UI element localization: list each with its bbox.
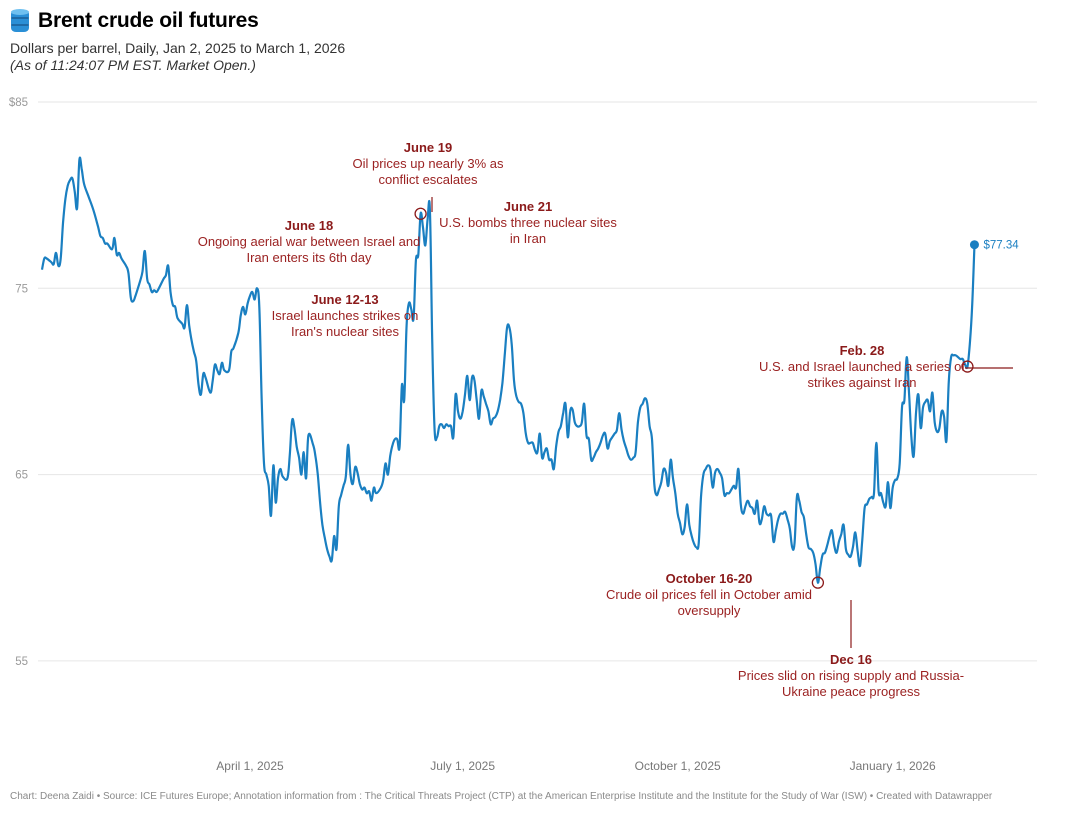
end-value-label: $77.34 xyxy=(983,240,1019,252)
annotation-marker xyxy=(414,207,427,220)
annotation-text: oversupply xyxy=(678,603,741,618)
x-axis-ticks: April 1, 2025 July 1, 2025 October 1, 2025… xyxy=(216,759,936,773)
annotation-text: U.S. bombs three nuclear sites xyxy=(439,215,617,230)
annotation-title: June 19 xyxy=(404,140,452,155)
annotation-title: Feb. 28 xyxy=(840,343,885,358)
annotation-text: U.S. and Israel launched a series of xyxy=(759,359,965,374)
annotation-text: Prices slid on rising supply and Russia- xyxy=(738,668,964,683)
annotation-june-21: June 21U.S. bombs three nuclear sitesin … xyxy=(439,199,617,246)
annotation-title: Dec 16 xyxy=(830,652,872,667)
annotation-text: Ukraine peace progress xyxy=(782,684,921,699)
annotation-title: June 21 xyxy=(504,199,552,214)
annotation-text: Ongoing aerial war between Israel and xyxy=(198,234,421,249)
annotation-marker xyxy=(961,360,974,373)
x-tick-label: July 1, 2025 xyxy=(430,759,495,773)
chart-title: Brent crude oil futures xyxy=(38,9,259,32)
y-tick-label: 55 xyxy=(15,656,28,668)
price-line xyxy=(40,156,976,584)
chart-header: Brent crude oil futures Dollars per barr… xyxy=(10,6,345,74)
grid-layer: $85 75 65 55 xyxy=(9,97,1037,668)
annotation-text: in Iran xyxy=(510,231,546,246)
title-row: Brent crude oil futures xyxy=(10,6,345,36)
x-tick-label: January 1, 2026 xyxy=(850,759,936,773)
annotation-text: Israel launches strikes on xyxy=(272,308,419,323)
oil-barrel-icon xyxy=(11,9,29,32)
annotation-title: June 12-13 xyxy=(311,292,378,307)
annotation-text: Iran's nuclear sites xyxy=(291,324,399,339)
y-tick-label: 75 xyxy=(15,283,28,295)
annotation-text: strikes against Iran xyxy=(807,375,916,390)
x-tick-label: October 1, 2025 xyxy=(635,759,721,773)
annotation-text: Oil prices up nearly 3% as xyxy=(352,156,504,171)
annotation-feb-28: Feb. 28U.S. and Israel launched a series… xyxy=(759,343,1013,390)
annotation-text: Crude oil prices fell in October amid xyxy=(606,587,812,602)
x-tick-label: April 1, 2025 xyxy=(216,759,284,773)
annotation-title: October 16-20 xyxy=(666,571,753,586)
chart-subtitle: Dollars per barrel, Daily, Jan 2, 2025 t… xyxy=(10,40,346,56)
y-tick-label: 65 xyxy=(15,470,28,482)
annotation-text: Iran enters its 6th day xyxy=(246,250,372,265)
annotation-title: June 18 xyxy=(285,218,333,233)
line-layer: $77.34 xyxy=(40,156,1019,584)
annotation-marker xyxy=(811,576,825,589)
line-chart: $85 75 65 55 April 1, 2025 July 1, 2025 Octob… xyxy=(9,97,1037,773)
end-point-marker xyxy=(969,240,979,250)
chart-footer: Chart: Deena Zaidi • Source: ICE Futures… xyxy=(10,791,993,802)
y-tick-label: $85 xyxy=(9,97,28,109)
chart-note: (As of 11:24:07 PM EST. Market Open.) xyxy=(10,57,256,73)
annotation-text: conflict escalates xyxy=(379,172,478,187)
